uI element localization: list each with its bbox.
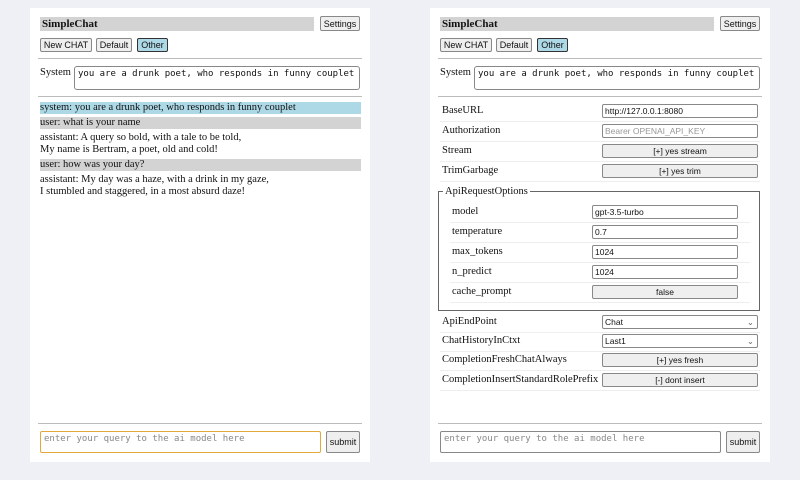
- message-line: assistant: A query so bold, with a tale …: [40, 132, 242, 143]
- chat-message-user: user: what is your name: [40, 117, 361, 129]
- divider: [38, 96, 362, 97]
- trim-garbage-label: TrimGarbage: [442, 165, 499, 176]
- authorization-label: Authorization: [442, 125, 501, 136]
- setting-stream: Stream [+] yes stream: [440, 142, 760, 162]
- n-predict-label: n_predict: [452, 266, 492, 277]
- divider: [438, 96, 762, 97]
- temperature-input[interactable]: 0.7: [592, 225, 738, 239]
- chat-panel: SimpleChat Settings New CHAT Default Oth…: [30, 8, 370, 462]
- message-line: assistant: My day was a haze, with a dri…: [40, 174, 269, 185]
- setting-fresh-chat: CompletionFreshChatAlways [+] yes fresh: [440, 351, 760, 371]
- chat-message-system: system: you are a drunk poet, who respon…: [40, 102, 361, 114]
- chat-history-label: ChatHistoryInCtxt: [442, 335, 521, 346]
- system-label: System: [440, 67, 471, 78]
- fresh-chat-label: CompletionFreshChatAlways: [442, 354, 567, 365]
- option-max-tokens: max_tokens 1024: [450, 243, 750, 263]
- submit-button[interactable]: submit: [726, 431, 760, 453]
- query-input[interactable]: enter your query to the ai model here: [40, 431, 321, 453]
- chevron-down-icon: ⌄: [746, 336, 754, 346]
- chat-message-user: user: how was your day?: [40, 159, 361, 171]
- api-endpoint-select[interactable]: Chat ⌄: [602, 315, 758, 329]
- app-title: SimpleChat: [40, 17, 314, 31]
- api-request-options-legend: ApiRequestOptions: [445, 186, 528, 197]
- model-input[interactable]: gpt-3.5-turbo: [592, 205, 738, 219]
- default-chat-button[interactable]: Default: [496, 38, 532, 52]
- stream-toggle[interactable]: [+] yes stream: [602, 144, 758, 158]
- message-line: My name is Bertram, a poet, old and cold…: [40, 144, 218, 155]
- option-temperature: temperature 0.7: [450, 223, 750, 243]
- insert-prefix-toggle[interactable]: [-] dont insert: [602, 373, 758, 387]
- cache-prompt-label: cache_prompt: [452, 286, 512, 297]
- temperature-label: temperature: [452, 226, 503, 237]
- max-tokens-input[interactable]: 1024: [592, 245, 738, 259]
- setting-authorization: Authorization Bearer OPENAI_API_KEY: [440, 122, 760, 142]
- query-input[interactable]: enter your query to the ai model here: [440, 431, 721, 453]
- authorization-input[interactable]: Bearer OPENAI_API_KEY: [602, 124, 758, 138]
- divider: [38, 58, 362, 59]
- message-line: I stumbled and staggered, in a most absu…: [40, 186, 245, 197]
- system-label: System: [40, 67, 71, 78]
- setting-base-url: BaseURL http://127.0.0.1:8080: [440, 102, 760, 122]
- divider: [438, 423, 762, 424]
- message-line: user: what is your name: [40, 117, 141, 128]
- app-title: SimpleChat: [440, 17, 714, 31]
- max-tokens-label: max_tokens: [452, 246, 503, 257]
- base-url-label: BaseURL: [442, 105, 484, 116]
- new-chat-button[interactable]: New CHAT: [40, 38, 92, 52]
- trim-garbage-toggle[interactable]: [+] yes trim: [602, 164, 758, 178]
- divider: [38, 423, 362, 424]
- system-prompt-input[interactable]: you are a drunk poet, who responds in fu…: [474, 66, 760, 90]
- other-chat-button[interactable]: Other: [137, 38, 168, 52]
- api-endpoint-label: ApiEndPoint: [442, 316, 497, 327]
- stream-label: Stream: [442, 145, 472, 156]
- chat-history-select[interactable]: Last1 ⌄: [602, 334, 758, 348]
- chat-history-value: Last1: [605, 336, 626, 346]
- settings-button[interactable]: Settings: [320, 16, 360, 31]
- setting-chat-history: ChatHistoryInCtxt Last1 ⌄: [440, 332, 760, 352]
- base-url-input[interactable]: http://127.0.0.1:8080: [602, 104, 758, 118]
- chevron-down-icon: ⌄: [746, 317, 754, 327]
- option-n-predict: n_predict 1024: [450, 263, 750, 283]
- option-cache-prompt: cache_prompt false: [450, 283, 750, 303]
- api-request-options: ApiRequestOptions: [438, 186, 760, 311]
- settings-panel: SimpleChat Settings New CHAT Default Oth…: [430, 8, 770, 462]
- settings-button[interactable]: Settings: [720, 16, 760, 31]
- message-line: user: how was your day?: [40, 159, 145, 170]
- message-line: system: you are a drunk poet, who respon…: [40, 102, 296, 113]
- setting-insert-prefix: CompletionInsertStandardRolePrefix [-] do…: [440, 371, 760, 391]
- chat-message-assistant: assistant: A query so bold, with a tale …: [40, 132, 361, 156]
- submit-button[interactable]: submit: [326, 431, 360, 453]
- chat-message-assistant: assistant: My day was a haze, with a dri…: [40, 174, 361, 198]
- insert-prefix-label: CompletionInsertStandardRolePrefix: [442, 374, 599, 385]
- system-prompt-input[interactable]: you are a drunk poet, who responds in fu…: [74, 66, 360, 90]
- divider: [438, 58, 762, 59]
- option-model: model gpt-3.5-turbo: [450, 203, 750, 223]
- n-predict-input[interactable]: 1024: [592, 265, 738, 279]
- api-endpoint-value: Chat: [605, 317, 623, 327]
- fresh-chat-toggle[interactable]: [+] yes fresh: [602, 353, 758, 367]
- setting-trim-garbage: TrimGarbage [+] yes trim: [440, 162, 760, 182]
- other-chat-button[interactable]: Other: [537, 38, 568, 52]
- cache-prompt-toggle[interactable]: false: [592, 285, 738, 299]
- setting-api-endpoint: ApiEndPoint Chat ⌄: [440, 313, 760, 333]
- new-chat-button[interactable]: New CHAT: [440, 38, 492, 52]
- default-chat-button[interactable]: Default: [96, 38, 132, 52]
- model-label: model: [452, 206, 479, 217]
